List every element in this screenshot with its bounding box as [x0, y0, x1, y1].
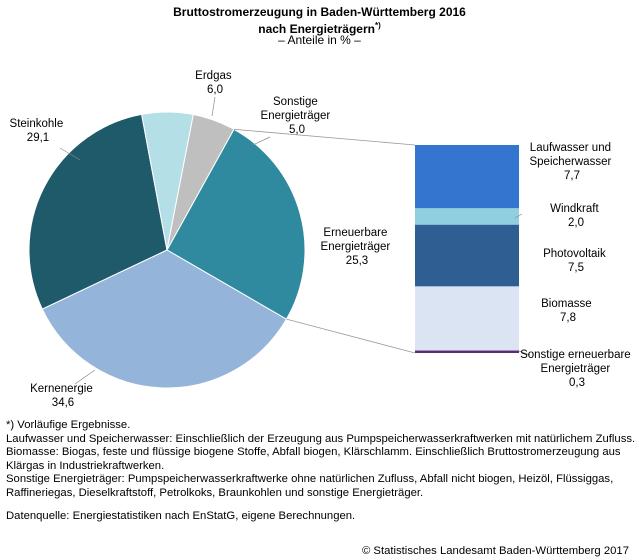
- data-source: Datenquelle: Energiestatistiken nach EnS…: [6, 509, 356, 522]
- label-erdgas: Erdgas 6,0: [195, 70, 235, 96]
- footnotes: *) Vorläufige Ergebnisse. Laufwasser und…: [6, 419, 636, 523]
- bar-segment-biomasse: [415, 286, 519, 351]
- copyright: © Statistisches Landesamt Baden-Württemb…: [361, 545, 629, 557]
- label-photovoltaik: Photovoltaik 7,5: [543, 248, 609, 274]
- bar-segment-photovoltaik: [415, 224, 519, 287]
- pie-slice-kernenergie: [41, 249, 288, 389]
- leader-erdgas: [211, 96, 216, 117]
- connector-line-bottom: [286, 318, 416, 354]
- chart-title-line2: nach Energieträgern*): [258, 21, 381, 36]
- title-footnote-mark: *): [374, 21, 381, 30]
- label-steinkohle: Steinkohle 29,1: [10, 118, 67, 144]
- pie-slices: [28, 111, 306, 389]
- pie-slice-erneuerbare: [166, 128, 306, 320]
- bar-segment-sonstige-ee: [415, 350, 519, 353]
- leader-kernenergie: [74, 369, 96, 385]
- pie-slice-steinkohle: [28, 113, 168, 310]
- label-kernenergie: Kernenergie 34,6: [30, 383, 96, 409]
- label-windkraft: Windkraft 2,0: [550, 203, 602, 229]
- footnote-sonstige: Sonstige Energieträger: Pumpspeicherwass…: [6, 473, 614, 499]
- chart-subtitle: – Anteile in % –: [278, 33, 361, 47]
- leader-windkraft: [514, 213, 523, 219]
- label-sonstige-ee: Sonstige erneuerbare Energieträger 0,3: [520, 349, 634, 389]
- breakdown-bar: [415, 145, 519, 353]
- leader-sonstige-ee: [518, 350, 531, 356]
- bar-segment-laufwasser: [415, 145, 519, 209]
- footnote-laufwasser: Laufwasser und Speicherwasser: Einschlie…: [6, 432, 636, 445]
- footnote-preliminary: *) Vorläufige Ergebnisse.: [6, 419, 131, 431]
- pie-slice-sonstige: [166, 113, 235, 251]
- connector-line-top: [233, 128, 416, 146]
- chart-title-line1: Bruttostromerzeugung in Baden-Württember…: [173, 5, 466, 19]
- label-biomasse: Biomasse 7,8: [541, 298, 595, 324]
- connector-lines: [59, 96, 531, 385]
- bar-segment-windkraft: [415, 208, 519, 225]
- label-laufwasser: Laufwasser und Speicherwasser 7,7: [529, 142, 614, 182]
- leader-steinkohle: [59, 147, 81, 161]
- label-sonstige: Sonstige Energieträger 5,0: [261, 96, 334, 136]
- label-erneuerbare: Erneuerbare Energieträger 25,3: [321, 227, 394, 267]
- leader-sonstige: [252, 136, 271, 146]
- pie-chart: Erdgas 6,0 Sonstige Energieträger 5,0 St…: [10, 70, 634, 409]
- footnote-biomasse: Biomasse: Biogas, feste und flüssige bio…: [6, 446, 621, 472]
